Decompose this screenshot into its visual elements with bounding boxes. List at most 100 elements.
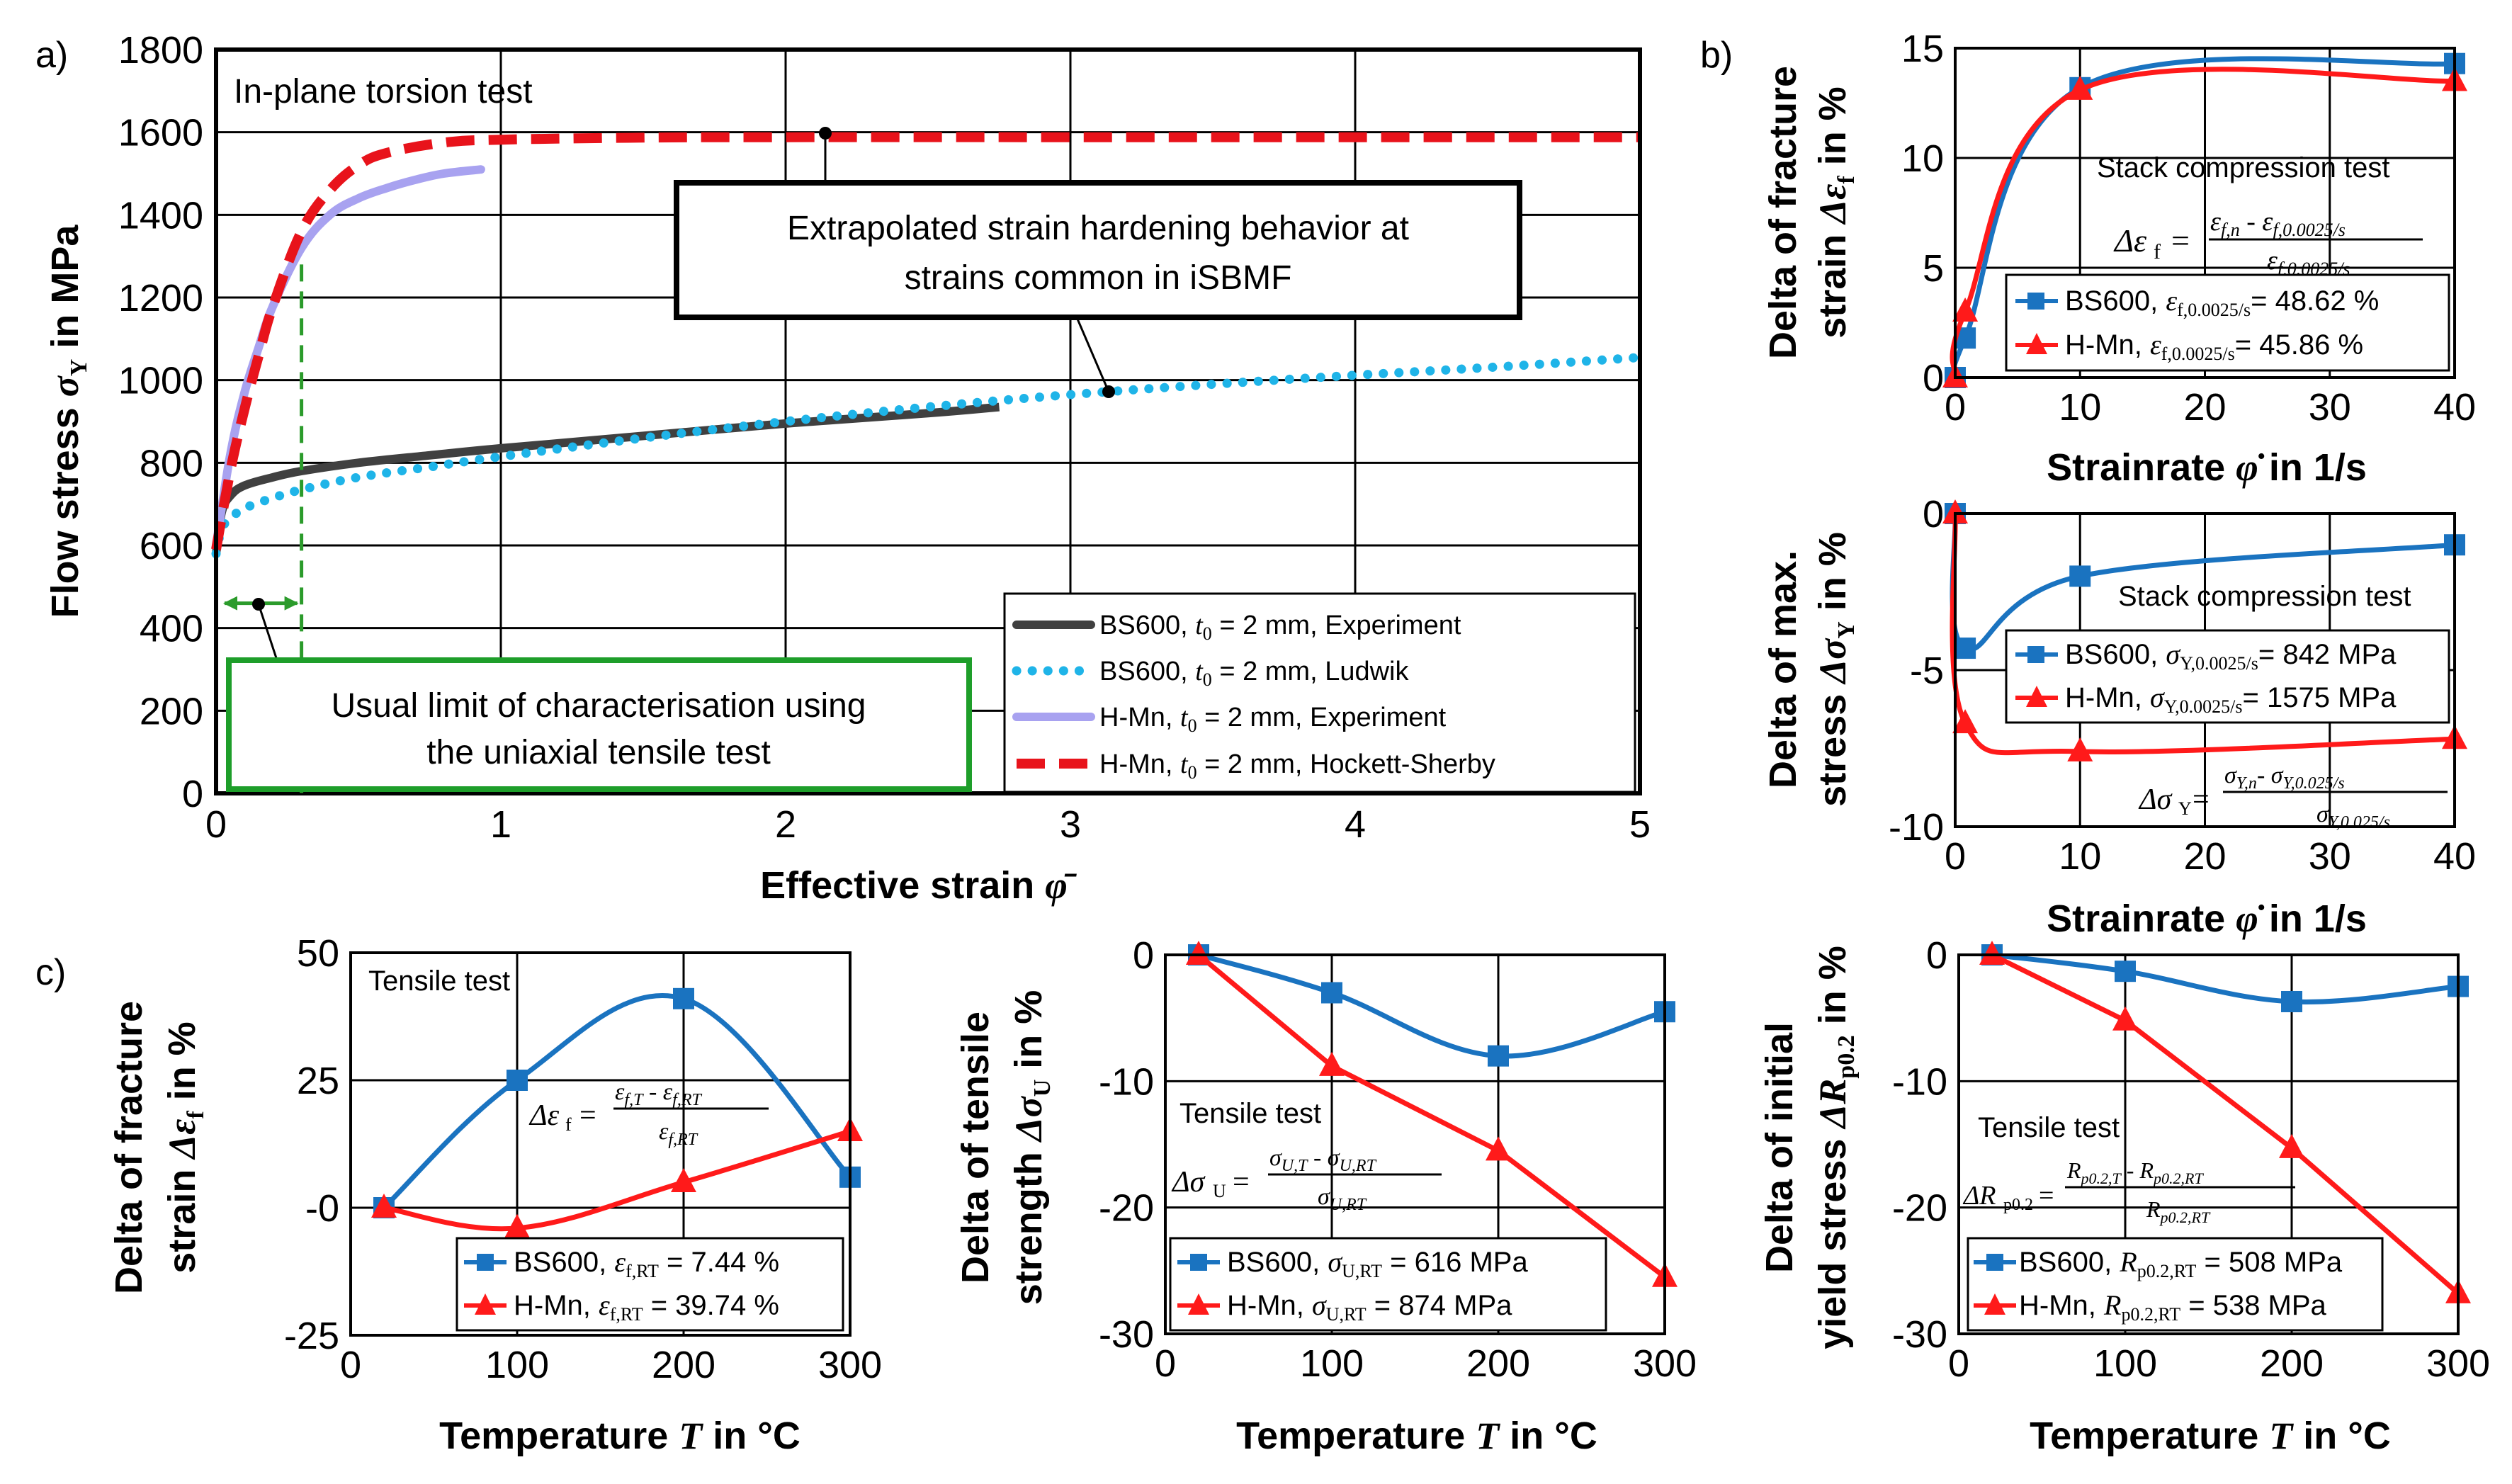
svg-text:Y: Y <box>2178 798 2192 819</box>
series-hmn <box>1950 513 2455 756</box>
svg-text:H-Mn, t0 = 2 mm, Hockett-She: H-Mn, t0 = 2 mm, Hockett-Sherby <box>1099 749 1495 783</box>
hmn-point <box>2067 737 2093 761</box>
svg-text:Δε: Δε <box>2113 222 2147 259</box>
bs600-point <box>1954 638 1976 659</box>
panel-b-bottom-xlabel: Strainrate φ̇ in 1/s <box>2047 897 2367 940</box>
panel-c3-legend <box>1967 1237 2384 1332</box>
panel-b-top-ylabel-1: Delta of fracture <box>1762 66 1804 359</box>
panel-c2-ylabel-2: strength ΔσU in % <box>1007 990 1056 1305</box>
svg-text:εf,RT: εf,RT <box>659 1118 698 1149</box>
hmn-point <box>1486 1136 1511 1161</box>
svg-text:=: = <box>2193 783 2210 816</box>
legend-item-bs600-ludwik: BS600, t0 = 2 mm, Ludwik <box>1012 657 1409 690</box>
svg-text:σY,n- σY,0.025/s: σY,n- σY,0.025/s <box>2224 762 2345 793</box>
y-tick-label: 25 <box>297 1060 339 1102</box>
y-tick-label: 0 <box>1923 493 1944 536</box>
x-tick-label: 0 <box>340 1344 361 1386</box>
panel-a-green-box <box>226 657 972 792</box>
y-tick-label: 0 <box>1923 357 1944 400</box>
y-tick-label: 200 <box>140 690 203 732</box>
svg-text:εf,n - εf,0.0025/s: εf,n - εf,0.0025/s <box>2210 207 2346 240</box>
panel-a-chart: 0 1 2 3 4 5020040060080010001200140016001800 … <box>44 29 1651 907</box>
y-tick-label: 600 <box>140 525 203 567</box>
svg-text:=: = <box>2039 1181 2054 1211</box>
series-hmn <box>1950 67 2455 378</box>
panel-a-xlabel: Effective strain φ̄ <box>760 864 1077 907</box>
panel-b-bottom-testname: Stack compression test <box>2118 581 2411 612</box>
panel-c2-xlabel: Temperature T in °C <box>1236 1415 1597 1457</box>
svg-text:BS600, t0 = 2 mm, Ludwik: BS600, t0 = 2 mm, Ludwik <box>1099 657 1409 690</box>
x-tick-label: 300 <box>2426 1342 2490 1385</box>
panel-b-bottom-chart: 0 10 20 30 40 0 -5 -10 Delta of max. stress ΔσY… <box>1762 493 2476 940</box>
series-hmn <box>1196 953 1667 1279</box>
series-bs600 <box>382 993 852 1210</box>
panel-b-top-ylabel-2: strain Δεf in % <box>1811 86 1860 338</box>
x-tick-label: 3 <box>1060 803 1081 846</box>
svg-text:H-Mn, εf,RT = 39.74 %: H-Mn, εf,RT = 39.74 % <box>514 1289 779 1325</box>
legend-item-hmn-hs: H-Mn, t0 = 2 mm, Hockett-Sherby <box>1017 749 1495 783</box>
svg-text:Δσ: Δσ <box>2138 783 2173 816</box>
x-tick-label: 30 <box>2309 386 2351 429</box>
panel-a-legend <box>1003 592 1636 793</box>
y-tick-label: 800 <box>140 442 203 485</box>
y-tick-label: 0 <box>182 773 203 815</box>
svg-text:BS600, t0 = 2 mm, Experiment: BS600, t0 = 2 mm, Experiment <box>1099 611 1461 644</box>
svg-text:ΔR: ΔR <box>1962 1181 1996 1211</box>
series-bs600 <box>1991 952 2459 1004</box>
panel-a-title: In-plane torsion test <box>234 73 533 111</box>
panel-c1-ylabel-2: strain Δεf in % <box>161 1021 209 1273</box>
panel-c3-testname: Tensile test <box>1978 1112 2120 1143</box>
panel-c1-legend <box>456 1237 844 1332</box>
panel-c3-ylabel-1: Delta of initial <box>1758 1022 1801 1273</box>
svg-text:σU,T - σU,RT: σU,T - σU,RT <box>1269 1145 1377 1175</box>
legend-c2-hmn: H-Mn, σU,RT = 874 MPa <box>1177 1289 1512 1325</box>
panel-c2-ylabel-1: Delta of tensile <box>954 1012 997 1284</box>
panel-a-ylabel: Flow stress σY in MPa <box>44 225 92 618</box>
x-tick-label: 0 <box>205 803 227 846</box>
series-bs600-ludwik <box>211 353 1645 559</box>
panel-c1-formula: Δε f = εf,T - εf,RT εf,RT <box>528 1079 769 1149</box>
x-tick-label: 0 <box>1948 1342 1969 1385</box>
svg-text:Rp0.2,RT: Rp0.2,RT <box>2146 1196 2211 1226</box>
x-tick-label: 0 <box>1155 1342 1176 1385</box>
y-tick-label: -20 <box>1892 1187 1947 1230</box>
panel-c1-ylabel-1: Delta of fracture <box>108 1001 150 1294</box>
panel-c2-formula: Δσ U = σU,T - σU,RT σU,RT <box>1171 1145 1442 1214</box>
x-tick-label: 1 <box>490 803 511 846</box>
panel-b-bottom-formula: Δσ Y = σY,n- σY,0.025/s σY,0.025/s <box>2138 762 2448 832</box>
hmn-point <box>1186 941 1211 965</box>
series-hmn <box>1991 952 2460 1296</box>
panel-b-bottom-ylabel-1: Delta of max. <box>1762 550 1804 788</box>
y-tick-label: 400 <box>140 608 203 650</box>
y-tick-label: 1800 <box>118 29 203 72</box>
panel-a-green-line1: Usual limit of characterisation using <box>332 687 866 725</box>
panel-b-top-testname: Stack compression test <box>2097 152 2390 183</box>
panel-b-letter: b) <box>1700 35 1733 76</box>
svg-text:p0.2: p0.2 <box>2003 1196 2033 1214</box>
x-tick-label: 10 <box>2059 835 2101 878</box>
y-tick-label: 0 <box>1133 934 1154 977</box>
svg-text:U: U <box>1213 1181 1226 1201</box>
panel-c3-ylabel-2: yield stress ΔRp0.2 in % <box>1811 946 1860 1349</box>
y-tick-label: 1600 <box>118 112 203 154</box>
x-tick-label: 100 <box>1300 1342 1364 1385</box>
bs600-point <box>2281 990 2302 1012</box>
x-tick-label: 100 <box>485 1344 549 1386</box>
svg-text:H-Mn, t0 = 2 mm, Experiment: H-Mn, t0 = 2 mm, Experiment <box>1099 703 1447 736</box>
svg-text:=: = <box>579 1099 596 1132</box>
y-tick-label: 5 <box>1923 247 1944 290</box>
x-tick-label: 10 <box>2059 386 2101 429</box>
x-tick-label: 200 <box>2260 1342 2324 1385</box>
x-tick-label: 0 <box>1945 386 1966 429</box>
panel-c2-testname: Tensile test <box>1179 1098 1321 1129</box>
svg-text:σY,0.025/s: σY,0.025/s <box>2316 801 2390 832</box>
hmn-point <box>2112 1006 2138 1031</box>
svg-text:σU,RT: σU,RT <box>1318 1184 1367 1214</box>
y-tick-label: 0 <box>1926 934 1947 977</box>
legend-item-bs600-exp: BS600, t0 = 2 mm, Experiment <box>1012 611 1461 644</box>
hmn-point <box>1979 941 2005 965</box>
panel-c3-formula: ΔR p0.2 = Rp0.2,T - Rp0.2,RT Rp0.2,RT <box>1962 1157 2295 1226</box>
y-tick-label: -30 <box>1892 1313 1947 1356</box>
x-tick-label: 30 <box>2309 835 2351 878</box>
y-tick-label: 10 <box>1901 137 1944 180</box>
